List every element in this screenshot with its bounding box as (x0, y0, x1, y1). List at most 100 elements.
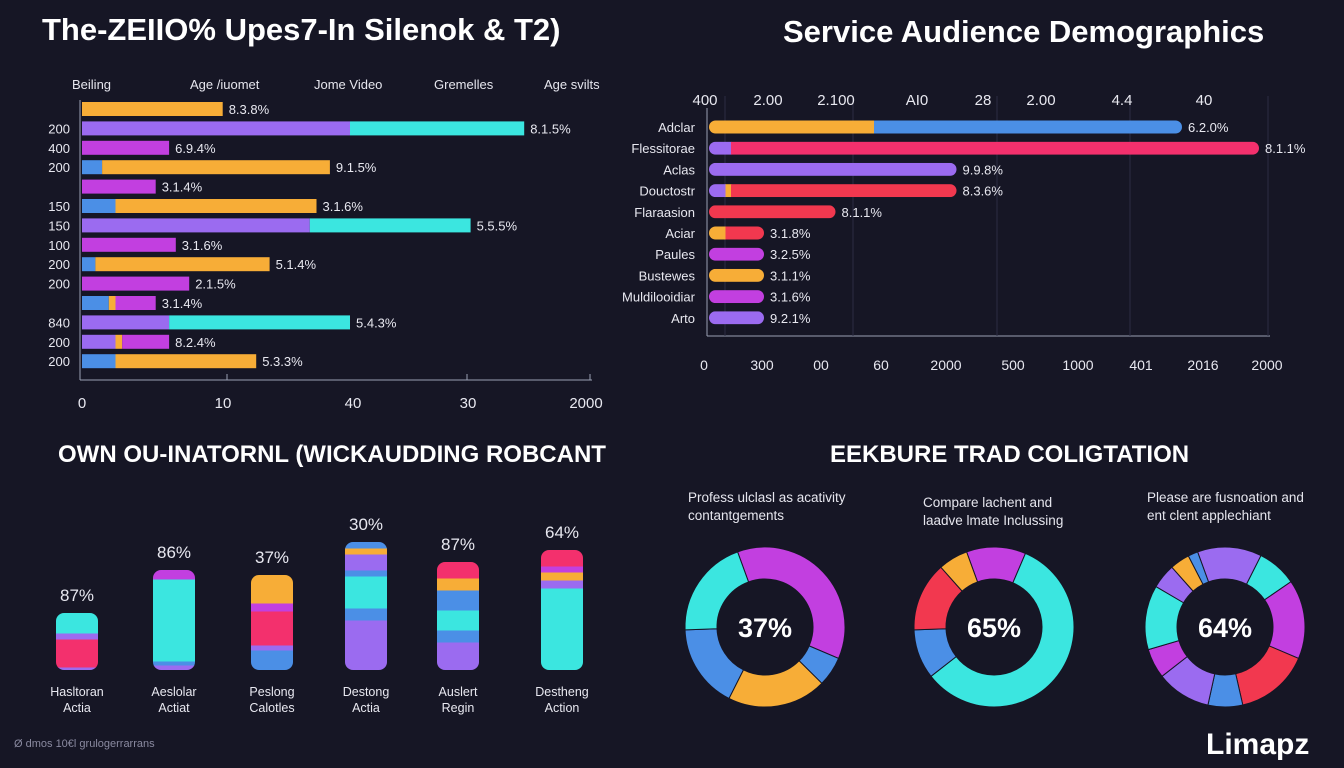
chart1-bar-segment (115, 354, 257, 369)
chart2-row-label: Aclas (663, 162, 695, 177)
chart2-bar (709, 120, 1182, 134)
chart1-column-header: Gremelles (434, 77, 494, 92)
chart1-row-label: 150 (48, 218, 70, 233)
chart1-bar-segment (82, 179, 156, 194)
chart1-bar-segment (115, 334, 123, 349)
chart1-bar-segment (122, 334, 170, 349)
chart1-x-tick-label: 10 (215, 395, 232, 412)
chart3-percent-label: 30% (349, 515, 383, 534)
chart2-value-label: 8.1.1% (842, 205, 883, 220)
chart1-value-label: 9.1.5% (336, 160, 377, 175)
chart2-top-tick-label: 2.00 (753, 92, 782, 109)
chart2-row-label: Muldilooidiar (622, 290, 696, 305)
chart3-category-label: Destong (343, 685, 390, 699)
chart3-category-label: Actiat (158, 701, 190, 715)
chart1-row-label: 200 (48, 257, 70, 272)
chart3-column-segment (56, 633, 98, 640)
chart3-column-segment (345, 576, 387, 609)
chart3-column-segment (153, 579, 195, 662)
chart1-row-label: 200 (48, 277, 70, 292)
chart1-bar-segment (108, 296, 116, 310)
chart2-top-tick-label: 400 (692, 92, 717, 109)
chart3-category-label: Destheng (535, 685, 589, 699)
chart3-percent-label: 64% (545, 523, 579, 542)
chart2-bottom-tick-label: 00 (813, 357, 829, 373)
chart1-bar-segment (115, 199, 317, 213)
chart3-percent-label: 87% (60, 586, 94, 605)
chart3-column-segment (541, 580, 583, 589)
chart1-bar-segment (82, 237, 176, 252)
chart3-category-label: Regin (442, 701, 475, 715)
chart1-row-label: 400 (48, 141, 70, 156)
chart2-bar (709, 205, 836, 219)
chart2-bar-segment (709, 162, 957, 176)
chart3-category-label: Actia (63, 701, 91, 715)
chart4-donut-slice (736, 546, 846, 660)
chart3-column-segment (56, 639, 98, 668)
chart1-value-label: 3.1.4% (162, 296, 203, 311)
chart4-donut-slice (684, 628, 745, 700)
chart4-donut-slice (930, 552, 1075, 708)
chart2-row-label: Bustewes (639, 268, 696, 283)
chart2-bar (709, 290, 764, 304)
chart3-column-segment (251, 603, 293, 612)
chart2-bar (709, 247, 764, 261)
chart1-bar-segment (82, 334, 116, 349)
chart4-donut-center-label: 64% (1198, 613, 1252, 643)
chart1-bar-segment (82, 102, 223, 116)
chart1-value-label: 8.3.8% (229, 102, 270, 117)
chart2-bottom-tick-label: 2000 (1251, 357, 1282, 373)
chart2-bar-segment (709, 184, 726, 198)
chart2-value-label: 3.1.8% (770, 226, 811, 241)
chart2-bar-segment (709, 141, 732, 155)
chart2-bottom-tick-label: 401 (1129, 357, 1153, 373)
chart1-value-label: 3.1.6% (182, 238, 223, 253)
chart3-column-segment (437, 610, 479, 631)
chart3-category-label: Aeslolar (151, 685, 196, 699)
chart3-column-segment (541, 550, 583, 567)
bottom-left-chart-title: OWN OU-INATORNL (WICKAUDDING ROBCANT (58, 441, 606, 468)
chart3-column-segment (345, 554, 387, 571)
chart2-bar-segment (709, 311, 764, 325)
chart4-donut-slice (684, 551, 750, 631)
chart3-column-segment (56, 667, 98, 670)
chart2-value-label: 8.3.6% (963, 184, 1004, 199)
chart2-bottom-tick-label: 60 (873, 357, 889, 373)
chart1-column-header: Age /iuomet (190, 77, 260, 92)
chart3-column-segment (56, 613, 98, 634)
chart1-row-label: 100 (48, 238, 70, 253)
chart1-x-tick-label: 40 (345, 395, 362, 412)
top-right-chart-title: Service Audience Demographics (783, 14, 1265, 49)
chart3-percent-label: 86% (157, 543, 191, 562)
chart2-top-tick-label: 2.100 (817, 92, 855, 109)
chart3-column (437, 562, 479, 670)
chart3-percent-label: 37% (255, 548, 289, 567)
footer-text: Ø dmos 10€l grulogerrarrans (14, 738, 155, 750)
chart3-category-label: Hasltoran (50, 685, 104, 699)
donut-caption: Compare lachent and laadve lmate Incluss… (923, 495, 1064, 528)
chart1-bar-segment (82, 276, 190, 291)
chart3-column-segment (437, 642, 479, 670)
chart2-value-label: 6.2.0% (1188, 120, 1229, 135)
chart2-row-label: Flaraasion (634, 205, 695, 220)
chart2-row-label: Paules (655, 247, 695, 262)
chart2-top-tick-label: 2.00 (1026, 92, 1055, 109)
chart2-bar-segment (709, 205, 836, 219)
chart2-value-label: 9.9.8% (963, 162, 1004, 177)
chart2-top-tick-label: AI0 (906, 92, 929, 109)
chart1-bar-segment (82, 296, 109, 310)
chart3-column (153, 570, 195, 670)
chart3-category-label: Action (545, 701, 580, 715)
chart1-bar-segment (82, 199, 116, 213)
chart1-column-header: Beiling (72, 77, 112, 92)
chart3-column-segment (153, 661, 195, 666)
chart4-donut-center-label: 37% (738, 613, 792, 643)
chart1-bar-segment (82, 257, 96, 272)
chart1-column-header: Jome Video (314, 77, 383, 92)
chart3-column-segment (541, 588, 583, 670)
chart4-donut-center-label: 65% (967, 613, 1021, 643)
chart2-bar (709, 268, 764, 282)
chart2-bottom-tick-label: 2000 (930, 357, 961, 373)
chart3-column-segment (251, 650, 293, 670)
